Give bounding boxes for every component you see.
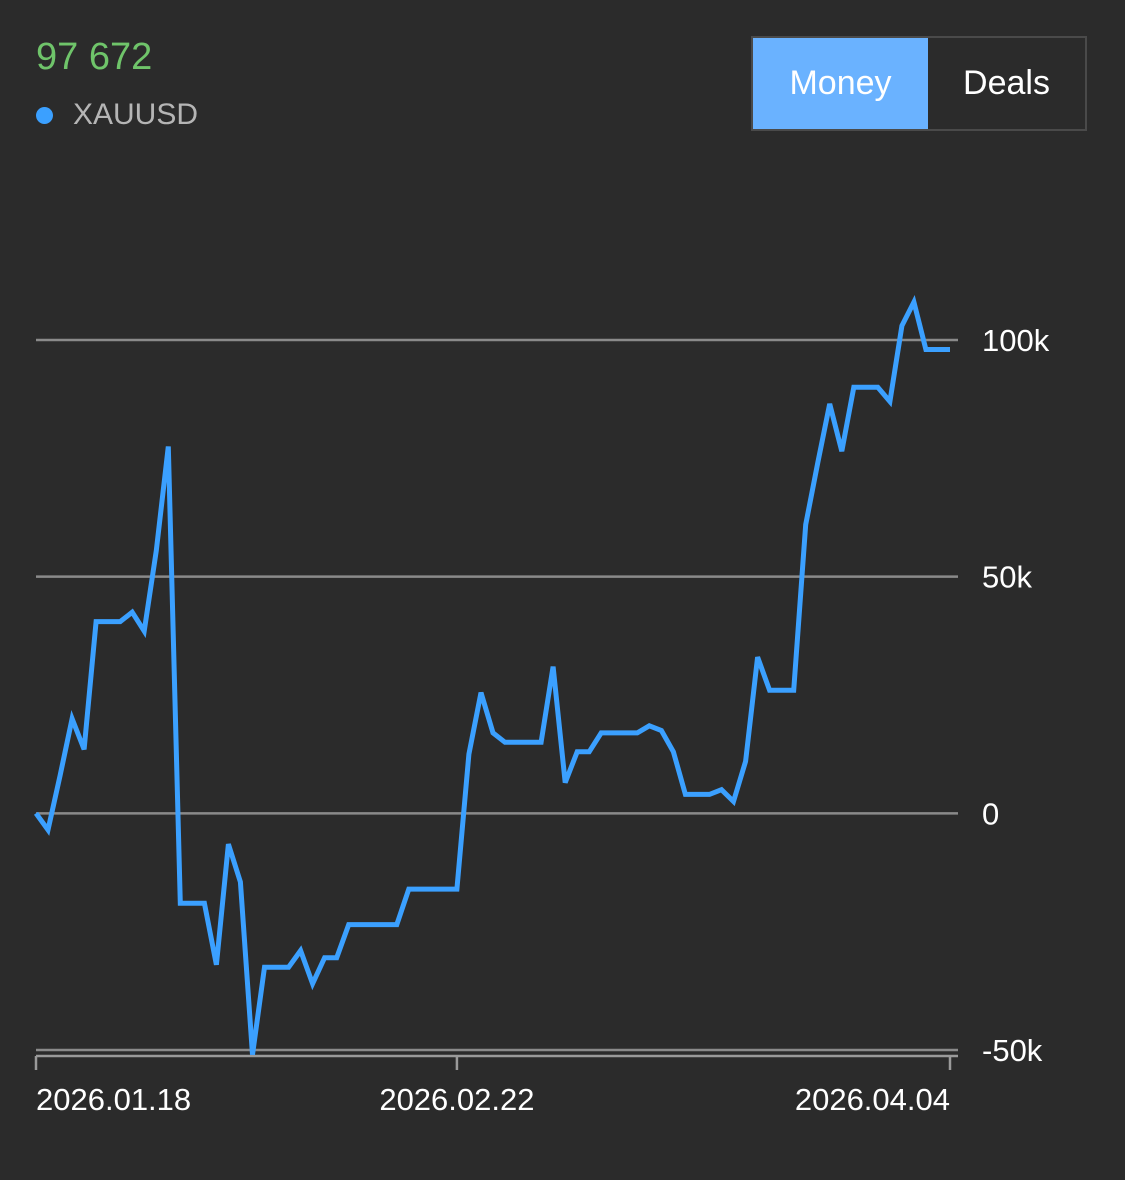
- series-line-xauusd: [33, 295, 950, 1056]
- legend: XAUUSD: [36, 98, 198, 132]
- x-tick-label: 2026.02.22: [379, 1082, 534, 1117]
- series-dot-icon: [36, 106, 53, 124]
- legend-series-name: XAUUSD: [73, 98, 199, 131]
- x-tick-label: 2026.04.04: [795, 1082, 950, 1117]
- y-tick-label: 50k: [982, 560, 1032, 595]
- y-tick-label: -50k: [982, 1033, 1043, 1068]
- money-toggle-button[interactable]: Money: [753, 38, 928, 129]
- y-tick-label: 100k: [982, 323, 1050, 358]
- deals-toggle-button[interactable]: Deals: [963, 64, 1050, 102]
- current-balance-value: 97 672: [36, 36, 153, 78]
- grid-lines: [36, 338, 958, 1052]
- y-tick-label: 0: [982, 796, 999, 831]
- y-tick-labels: 100k 50k 0 -50k: [982, 323, 1050, 1068]
- x-tick-label: 2026.01.18: [36, 1082, 191, 1117]
- x-tick-labels: 2026.01.18 2026.02.22 2026.04.04: [36, 1082, 950, 1117]
- x-axis: [34, 1054, 958, 1070]
- view-toggle: Money Deals: [751, 36, 1087, 131]
- series-layer: [33, 295, 950, 1056]
